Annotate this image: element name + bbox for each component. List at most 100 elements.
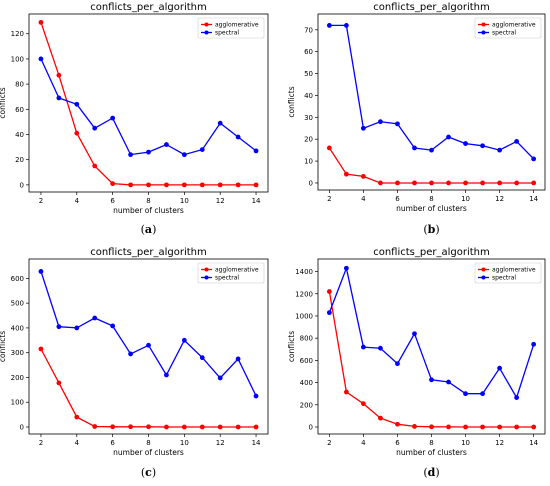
data-point-agglomerative — [92, 424, 98, 429]
legend-box — [474, 262, 542, 284]
data-point-spectral — [412, 331, 417, 337]
y-tick-label: 40 — [15, 131, 24, 139]
legend-marker-spectral — [481, 275, 486, 280]
data-point-agglomerative — [110, 181, 116, 187]
x-tick-label: 14 — [529, 195, 538, 203]
x-tick-label: 12 — [216, 439, 225, 447]
plot-frame — [317, 13, 546, 191]
data-point-spectral — [74, 325, 80, 331]
x-tick-label: 12 — [216, 197, 225, 205]
data-point-spectral — [146, 149, 151, 155]
data-point-spectral — [253, 393, 259, 399]
data-point-agglomerative — [181, 182, 187, 188]
y-tick-label: 1200 — [295, 290, 313, 298]
y-tick-label: 200 — [11, 374, 24, 382]
data-point-agglomerative — [38, 346, 44, 352]
x-tick-label: 8 — [146, 197, 150, 205]
data-point-agglomerative — [56, 72, 62, 78]
data-point-agglomerative — [253, 424, 259, 430]
series-line-agglomerative — [328, 147, 534, 184]
y-tick-label: 40 — [304, 92, 313, 100]
data-point-spectral — [343, 265, 349, 271]
legend-marker-agglomerative — [481, 22, 486, 27]
data-point-spectral — [463, 141, 468, 146]
data-point-spectral — [514, 138, 520, 144]
chart-panel-b: conflicts_per_algorithm 2 4 6 8 10 12 14 0 10 20 30… — [287, 2, 546, 236]
data-point-agglomerative — [446, 180, 451, 186]
x-tick-label: 4 — [361, 195, 366, 203]
plot-frame — [28, 13, 269, 193]
data-point-spectral — [531, 156, 537, 162]
data-point-spectral — [164, 372, 169, 378]
y-tick-label: 300 — [11, 349, 24, 357]
plot-frame — [317, 258, 546, 435]
x-tick-label: 2 — [327, 439, 331, 447]
data-point-agglomerative — [395, 180, 400, 186]
data-point-agglomerative — [92, 163, 98, 169]
data-point-spectral — [514, 395, 520, 400]
data-point-agglomerative — [497, 180, 502, 186]
x-tick-label: 6 — [110, 439, 115, 447]
y-tick-label: 0 — [20, 181, 24, 189]
x-tick-label: 4 — [75, 439, 80, 447]
data-point-spectral — [56, 95, 62, 101]
data-point-spectral — [92, 315, 98, 321]
legend-label-agglomerative: agglomerative — [215, 267, 259, 274]
x-tick-label: 2 — [327, 195, 331, 203]
data-point-spectral — [56, 324, 62, 330]
chart-panel-c: conflicts_per_algorithm 2 4 6 8 10 12 14 0 100 200… — [0, 247, 269, 479]
data-point-agglomerative — [429, 180, 434, 186]
y-tick-label: 1000 — [295, 312, 313, 320]
y-tick-label: 120 — [11, 30, 24, 38]
data-point-agglomerative — [412, 180, 417, 186]
data-point-spectral — [92, 125, 98, 131]
data-point-agglomerative — [343, 171, 349, 177]
data-point-spectral — [395, 361, 400, 367]
chart-panel-d: conflicts_per_algorithm 2 4 6 8 10 12 14 0 200 400… — [287, 247, 546, 479]
data-point-spectral — [110, 115, 116, 121]
data-point-spectral — [128, 152, 133, 158]
x-tick-label: 8 — [429, 195, 433, 203]
data-point-spectral — [235, 356, 241, 362]
panel-caption: (b) — [423, 223, 439, 236]
legend-label-agglomerative: agglomerative — [215, 22, 259, 29]
y-tick-label: 20 — [15, 156, 24, 164]
y-axis-label: conflicts — [287, 331, 296, 362]
legend-label-spectral: spectral — [215, 30, 239, 37]
data-point-agglomerative — [38, 19, 44, 25]
x-tick-label: 10 — [461, 195, 470, 203]
data-point-spectral — [378, 119, 383, 125]
y-tick-label: 50 — [304, 70, 313, 78]
data-point-agglomerative — [480, 180, 485, 186]
y-tick-label: 30 — [304, 114, 313, 122]
data-point-agglomerative — [74, 414, 80, 420]
x-tick-label: 12 — [495, 195, 504, 203]
panel-caption: (d) — [423, 466, 439, 479]
data-point-spectral — [199, 147, 205, 153]
x-tick-label: 4 — [75, 197, 80, 205]
panel-caption: (a) — [141, 223, 157, 236]
data-point-agglomerative — [128, 182, 133, 188]
legend-box — [197, 262, 265, 284]
legend-marker-spectral — [481, 30, 486, 35]
y-tick-label: 0 — [309, 424, 313, 432]
data-point-agglomerative — [463, 424, 468, 430]
data-point-agglomerative — [146, 182, 151, 188]
data-point-agglomerative — [361, 173, 366, 179]
chart-title: conflicts_per_algorithm — [373, 2, 490, 13]
data-point-spectral — [497, 147, 502, 153]
data-point-agglomerative — [128, 424, 133, 430]
data-point-spectral — [531, 341, 537, 347]
series-line-agglomerative — [40, 348, 257, 428]
y-tick-label: 1400 — [295, 268, 313, 276]
y-tick-label: 0 — [309, 179, 313, 187]
data-point-agglomerative — [110, 424, 116, 430]
legend-marker-agglomerative — [481, 267, 486, 272]
x-tick-label: 14 — [252, 439, 261, 447]
data-point-agglomerative — [199, 424, 205, 430]
series-line-spectral — [40, 271, 257, 397]
data-point-agglomerative — [74, 130, 80, 136]
